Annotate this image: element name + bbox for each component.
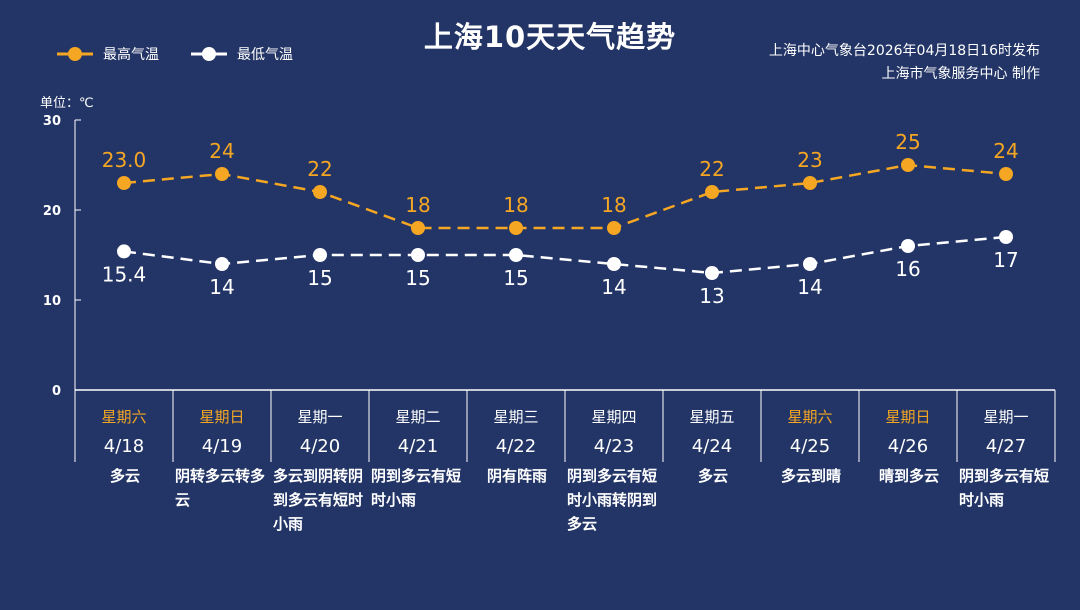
- date-label: 4/25: [789, 436, 831, 457]
- high-temp-label: 25: [895, 130, 920, 154]
- y-tick-label: 0: [52, 384, 61, 399]
- high-temp-label: 23.0: [102, 148, 147, 172]
- weekday-label: 星期二: [395, 408, 441, 426]
- low-temp-label: 15.4: [102, 262, 147, 286]
- date-label: 4/24: [691, 436, 733, 457]
- weekday-label: 星期五: [689, 408, 735, 426]
- low-temp-point: [803, 257, 817, 271]
- legend-high-marker-icon: [57, 47, 93, 61]
- low-temp-label: 14: [601, 275, 626, 299]
- y-axis-unit: 单位：℃: [40, 96, 94, 111]
- weather-description: 多云到阴转阴到多云有短时小雨: [273, 467, 364, 533]
- low-temp-label: 16: [895, 257, 920, 281]
- date-label: 4/20: [299, 436, 341, 457]
- date-label: 4/22: [495, 436, 537, 457]
- weekday-label: 星期一: [297, 408, 343, 426]
- weekday-label: 星期三: [493, 408, 539, 426]
- date-label: 4/18: [103, 436, 145, 457]
- publish-time: 上海中心气象台2026年04月18日16时发布: [768, 43, 1040, 59]
- high-temp-point: [999, 167, 1013, 181]
- producer: 上海市气象服务中心 制作: [881, 66, 1040, 82]
- low-temp-label: 17: [993, 248, 1018, 272]
- date-label: 4/19: [201, 436, 243, 457]
- date-label: 4/26: [887, 436, 929, 457]
- weather-description: 阴到多云有短时小雨: [371, 467, 462, 509]
- high-temp-label: 24: [209, 139, 234, 163]
- weather-description: 多云: [109, 467, 140, 485]
- legend-low: 最低气温: [189, 44, 293, 64]
- low-temp-label: 13: [699, 284, 724, 308]
- legend-high: 最高气温: [55, 44, 159, 64]
- low-temp-label: 14: [209, 275, 234, 299]
- low-temp-point: [411, 248, 425, 262]
- y-tick-label: 30: [43, 114, 61, 129]
- low-temp-line: [123, 235, 1007, 275]
- low-temp-label: 14: [797, 275, 822, 299]
- high-temp-point: [313, 185, 327, 199]
- high-temp-label: 24: [993, 139, 1018, 163]
- low-temp-point: [705, 266, 719, 280]
- weekday-label: 星期日: [885, 408, 931, 426]
- low-temp-label: 15: [307, 266, 332, 290]
- high-temp-label: 18: [601, 193, 626, 217]
- weather-description: 阴到多云有短时小雨转阴到多云: [567, 467, 658, 533]
- low-temp-point: [215, 257, 229, 271]
- y-tick-label: 10: [43, 294, 61, 309]
- low-temp-point: [509, 248, 523, 262]
- high-temp-point: [705, 185, 719, 199]
- high-temp-point: [509, 221, 523, 235]
- high-temp-point: [411, 221, 425, 235]
- high-temp-point: [803, 176, 817, 190]
- date-label: 4/21: [397, 436, 439, 457]
- legend-low-marker-icon: [191, 47, 227, 61]
- publisher-info: 上海中心气象台2026年04月18日16时发布 上海市气象服务中心 制作: [769, 40, 1040, 86]
- y-tick-label: 20: [43, 204, 61, 219]
- low-temp-point: [607, 257, 621, 271]
- low-temp-point: [901, 239, 915, 253]
- low-temp-label: 15: [503, 266, 528, 290]
- weather-description: 阴到多云有短时小雨: [959, 467, 1050, 509]
- high-temp-line: [123, 163, 1007, 230]
- high-temp-label: 18: [503, 193, 528, 217]
- page-title: 上海10天天气趋势: [423, 20, 677, 54]
- high-temp-point: [117, 176, 131, 190]
- low-temp-point: [999, 230, 1013, 244]
- legend: 最高气温 最低气温: [55, 44, 293, 64]
- high-temp-label: 22: [307, 157, 332, 181]
- weekday-label: 星期四: [591, 408, 637, 426]
- weekday-label: 星期日: [199, 408, 245, 426]
- high-temp-point: [607, 221, 621, 235]
- weather-description: 阴有阵雨: [486, 467, 547, 485]
- high-temp-label: 18: [405, 193, 430, 217]
- weather-description: 阴转多云转多云: [175, 467, 266, 509]
- high-temp-point: [901, 158, 915, 172]
- weekday-label: 星期一: [983, 408, 1029, 426]
- weekday-label: 星期六: [101, 408, 147, 426]
- weather-description: 晴到多云: [878, 467, 939, 485]
- low-temp-point: [313, 248, 327, 262]
- high-temp-label: 22: [699, 157, 724, 181]
- legend-low-label: 最低气温: [237, 47, 293, 63]
- date-label: 4/23: [593, 436, 635, 457]
- weather-description: 多云: [697, 467, 728, 485]
- weekday-label: 星期六: [787, 408, 833, 426]
- low-temp-point: [117, 244, 131, 259]
- date-label: 4/27: [985, 436, 1027, 457]
- high-temp-label: 23: [797, 148, 822, 172]
- high-temp-point: [215, 167, 229, 181]
- weather-description: 多云到晴: [780, 467, 841, 485]
- legend-high-label: 最高气温: [103, 47, 159, 63]
- low-temp-label: 15: [405, 266, 430, 290]
